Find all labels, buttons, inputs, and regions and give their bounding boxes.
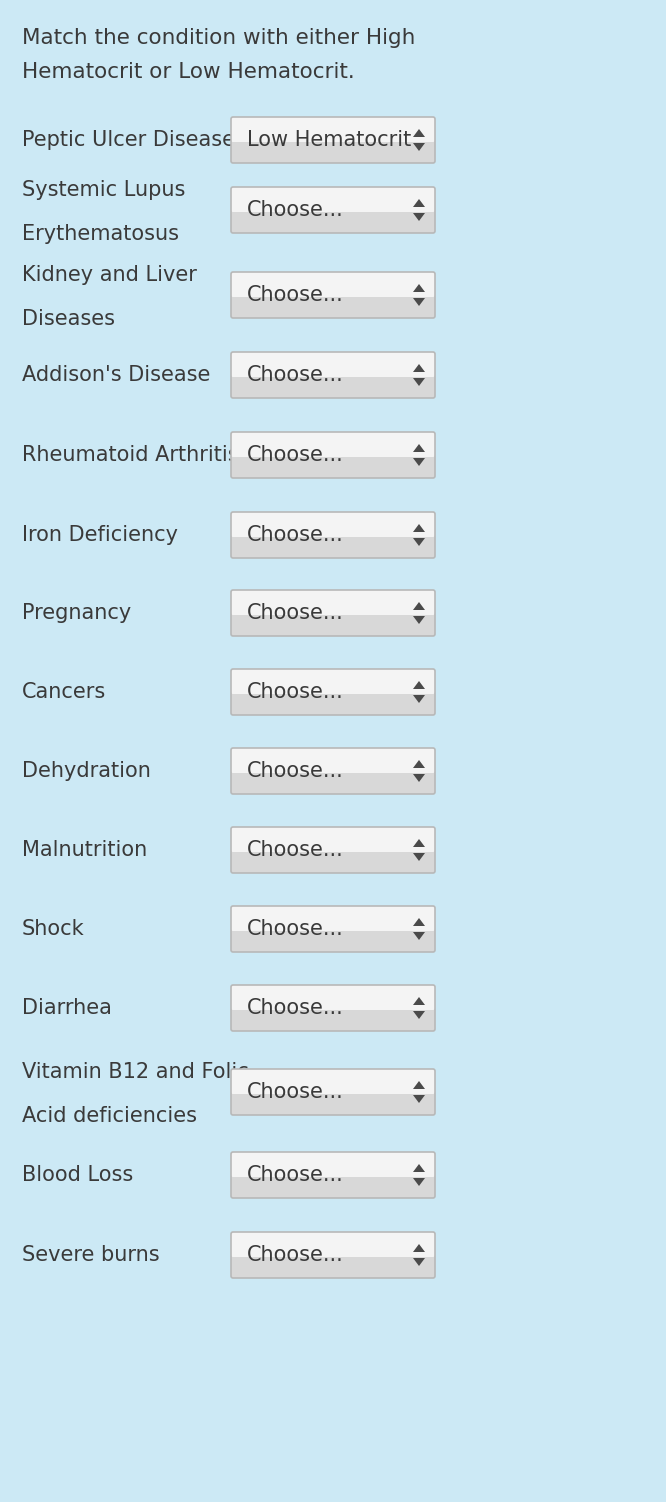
Text: Choose...: Choose... [247, 285, 344, 305]
Text: Cancers: Cancers [22, 682, 107, 701]
Text: Diarrhea: Diarrhea [22, 997, 112, 1018]
Text: Choose...: Choose... [247, 997, 344, 1018]
Polygon shape [413, 297, 425, 306]
Text: Diseases: Diseases [22, 309, 115, 329]
Polygon shape [413, 933, 425, 940]
Polygon shape [413, 524, 425, 532]
Text: Choose...: Choose... [247, 762, 344, 781]
FancyBboxPatch shape [231, 689, 435, 715]
FancyBboxPatch shape [231, 611, 435, 635]
Polygon shape [413, 1244, 425, 1253]
Text: Choose...: Choose... [247, 840, 344, 861]
FancyBboxPatch shape [231, 1152, 435, 1178]
FancyBboxPatch shape [231, 985, 435, 1009]
Text: Pregnancy: Pregnancy [22, 602, 131, 623]
Polygon shape [413, 458, 425, 466]
Polygon shape [413, 129, 425, 137]
Text: Choose...: Choose... [247, 365, 344, 385]
Text: Choose...: Choose... [247, 1166, 344, 1185]
Polygon shape [413, 143, 425, 152]
FancyBboxPatch shape [231, 454, 435, 478]
Polygon shape [413, 918, 425, 927]
Text: Low Hematocrit: Low Hematocrit [247, 131, 411, 150]
Text: Shock: Shock [22, 919, 85, 939]
Polygon shape [413, 1178, 425, 1187]
FancyBboxPatch shape [231, 1232, 435, 1257]
Text: Choose...: Choose... [247, 526, 344, 545]
FancyBboxPatch shape [231, 1253, 435, 1278]
Polygon shape [413, 363, 425, 372]
FancyBboxPatch shape [231, 849, 435, 873]
Polygon shape [413, 853, 425, 861]
Polygon shape [413, 1259, 425, 1266]
Text: Rheumatoid Arthritis: Rheumatoid Arthritis [22, 445, 238, 466]
Polygon shape [413, 602, 425, 610]
Polygon shape [413, 445, 425, 452]
Polygon shape [413, 680, 425, 689]
Polygon shape [413, 538, 425, 547]
Polygon shape [413, 213, 425, 221]
Polygon shape [413, 997, 425, 1005]
FancyBboxPatch shape [231, 1173, 435, 1199]
Text: Hematocrit or Low Hematocrit.: Hematocrit or Low Hematocrit. [22, 62, 355, 83]
FancyBboxPatch shape [231, 138, 435, 164]
FancyBboxPatch shape [231, 207, 435, 233]
Polygon shape [413, 616, 425, 623]
Polygon shape [413, 1095, 425, 1102]
Text: Addison's Disease: Addison's Disease [22, 365, 210, 385]
FancyBboxPatch shape [231, 906, 435, 931]
FancyBboxPatch shape [231, 927, 435, 952]
Text: Choose...: Choose... [247, 200, 344, 219]
Polygon shape [413, 840, 425, 847]
Polygon shape [413, 695, 425, 703]
FancyBboxPatch shape [231, 1090, 435, 1114]
Text: Severe burns: Severe burns [22, 1245, 160, 1265]
Text: Kidney and Liver: Kidney and Liver [22, 264, 197, 285]
Text: Choose...: Choose... [247, 602, 344, 623]
FancyBboxPatch shape [231, 512, 435, 538]
Text: Choose...: Choose... [247, 919, 344, 939]
Text: Choose...: Choose... [247, 445, 344, 466]
Text: Choose...: Choose... [247, 1245, 344, 1265]
FancyBboxPatch shape [231, 272, 435, 297]
Text: Iron Deficiency: Iron Deficiency [22, 526, 178, 545]
FancyBboxPatch shape [231, 668, 435, 694]
FancyBboxPatch shape [231, 117, 435, 143]
FancyBboxPatch shape [231, 769, 435, 795]
Text: Choose...: Choose... [247, 682, 344, 701]
Text: Blood Loss: Blood Loss [22, 1166, 133, 1185]
Text: Acid deficiencies: Acid deficiencies [22, 1105, 197, 1126]
FancyBboxPatch shape [231, 188, 435, 212]
Text: Malnutrition: Malnutrition [22, 840, 147, 861]
FancyBboxPatch shape [231, 1069, 435, 1093]
Polygon shape [413, 284, 425, 291]
FancyBboxPatch shape [231, 533, 435, 559]
FancyBboxPatch shape [231, 590, 435, 614]
FancyBboxPatch shape [231, 293, 435, 318]
FancyBboxPatch shape [231, 351, 435, 377]
Text: Dehydration: Dehydration [22, 762, 151, 781]
Polygon shape [413, 379, 425, 386]
Polygon shape [413, 1164, 425, 1172]
Polygon shape [413, 760, 425, 768]
FancyBboxPatch shape [231, 433, 435, 457]
Text: Match the condition with either High: Match the condition with either High [22, 29, 416, 48]
Text: Systemic Lupus: Systemic Lupus [22, 180, 185, 200]
Text: Vitamin B12 and Folic: Vitamin B12 and Folic [22, 1062, 248, 1081]
Text: Choose...: Choose... [247, 1081, 344, 1102]
FancyBboxPatch shape [231, 372, 435, 398]
Polygon shape [413, 1011, 425, 1018]
FancyBboxPatch shape [231, 1006, 435, 1030]
Polygon shape [413, 1081, 425, 1089]
FancyBboxPatch shape [231, 828, 435, 852]
Polygon shape [413, 774, 425, 783]
Polygon shape [413, 198, 425, 207]
Text: Erythematosus: Erythematosus [22, 224, 179, 243]
FancyBboxPatch shape [231, 748, 435, 774]
Text: Peptic Ulcer Disease: Peptic Ulcer Disease [22, 131, 235, 150]
